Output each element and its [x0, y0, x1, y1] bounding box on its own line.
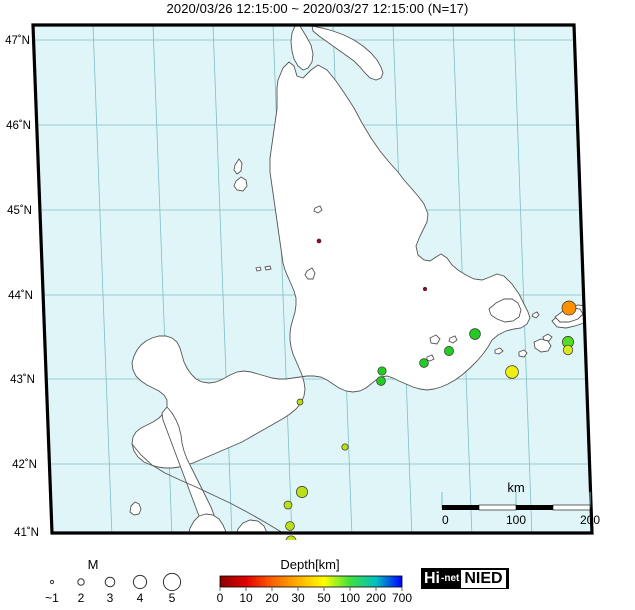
- magnitude-label: 5: [169, 591, 176, 605]
- depth-label: 20: [265, 591, 279, 605]
- pacific-coast-arc: [131, 443, 291, 533]
- oshima-peninsula: [161, 406, 218, 533]
- inland-islet-c: [429, 334, 441, 345]
- epicenter-marker[interactable]: [376, 376, 386, 386]
- depth-colorbar-gradient: [219, 575, 403, 588]
- epicenter-marker[interactable]: [296, 486, 308, 498]
- magnitude-symbol: [132, 574, 148, 590]
- epicenter-marker[interactable]: [283, 500, 293, 510]
- shiretoko-offshore-islet: [542, 333, 553, 342]
- lat-label: 45˚N: [7, 205, 32, 217]
- inland-islet-d: [448, 335, 458, 344]
- magnitude-symbol: [104, 576, 116, 588]
- northern-coast-outline: [311, 25, 384, 81]
- magnitude-label: 4: [137, 591, 144, 605]
- latitude-axis: 47˚N 46˚N 45˚N 44˚N 43˚N 42˚N 41˚N: [5, 35, 39, 539]
- depth-legend: Depth[km] 0 10 20 30 50 100 200 700: [217, 557, 413, 605]
- rebun-island: [233, 158, 243, 175]
- epicenter-marker[interactable]: [285, 521, 295, 531]
- epicenter-marker[interactable]: [469, 328, 481, 340]
- magnitude-label: 2: [78, 591, 85, 605]
- epicenter-markers[interactable]: [283, 238, 577, 540]
- small-islet-a: [531, 311, 540, 319]
- magnitude-symbol: [77, 578, 85, 586]
- depth-label: 50: [317, 591, 331, 605]
- magnitude-legend: M ~1 2 3 4 5: [45, 557, 182, 605]
- depth-legend-title: Depth[km]: [280, 557, 339, 572]
- small-islet-b: [494, 347, 504, 355]
- epicenter-marker[interactable]: [562, 344, 574, 356]
- lat-label: 42˚N: [12, 459, 37, 471]
- kunashiri-island: [488, 298, 522, 323]
- okushiri-island: [129, 501, 142, 516]
- epicenter-marker[interactable]: [561, 300, 577, 316]
- epicenter-marker[interactable]: [341, 443, 349, 451]
- epicenter-marker[interactable]: [422, 286, 428, 292]
- honshu-northern-tip: [187, 513, 228, 533]
- legend-area: M ~1 2 3 4 5 Depth[km] 0 10 20 30 50 100 200 700: [0, 540, 635, 610]
- map-frame-border: [31, 23, 594, 535]
- epicenter-marker[interactable]: [296, 398, 304, 406]
- scale-bar: km 0 100 200: [441, 480, 600, 527]
- scale-tick: 100: [506, 513, 526, 527]
- epicenter-marker[interactable]: [316, 238, 322, 244]
- lat-label: 41˚N: [14, 527, 39, 539]
- lat-label: 47˚N: [5, 35, 30, 47]
- page-title: 2020/03/26 12:15:00 ~ 2020/03/27 12:15:0…: [166, 1, 469, 16]
- magnitude-legend-symbols: ~1 2 3 4 5: [45, 572, 182, 605]
- scale-tick: 0: [442, 513, 449, 527]
- epicenter-marker[interactable]: [285, 535, 297, 540]
- scale-tick: 200: [580, 513, 600, 527]
- sakhalin-landmass: [290, 25, 314, 71]
- logo-net-text: -net: [441, 572, 460, 584]
- depth-label: 700: [392, 591, 412, 605]
- logo-hi-text: Hi: [424, 569, 440, 587]
- depth-label: 200: [366, 591, 386, 605]
- scale-bar-unit: km: [507, 480, 524, 495]
- yagishiri-island: [264, 265, 272, 271]
- depth-label: 10: [239, 591, 253, 605]
- depth-colorbar: 0 10 20 30 50 100 200 700: [217, 575, 412, 605]
- teuri-island: [255, 266, 262, 272]
- habomai-islets: [518, 349, 528, 358]
- lat-label: 43˚N: [10, 374, 35, 386]
- shikotan-island: [533, 338, 552, 353]
- logo-nied-text: NIED: [461, 569, 506, 588]
- magnitude-label: ~1: [45, 591, 59, 605]
- epicenter-marker[interactable]: [505, 365, 519, 379]
- inland-small-lake: [313, 205, 323, 214]
- seismic-map[interactable]: 47˚N 46˚N 45˚N 44˚N 43˚N 42˚N 41˚N 138˚E…: [0, 18, 635, 540]
- lat-label: 44˚N: [8, 290, 33, 302]
- magnitude-symbol: [162, 572, 182, 592]
- hinet-nied-logo: Hi -net NIED: [421, 568, 509, 589]
- magnitude-legend-title: M: [88, 557, 99, 572]
- hokkaido-landmass: [131, 61, 531, 469]
- epicenter-marker[interactable]: [444, 346, 454, 356]
- depth-label: 100: [340, 591, 360, 605]
- depth-label: 0: [217, 591, 224, 605]
- depth-label: 30: [291, 591, 305, 605]
- magnitude-label: 3: [107, 591, 114, 605]
- rishiri-island: [233, 176, 248, 192]
- epicenter-marker[interactable]: [377, 366, 387, 376]
- epicenter-marker[interactable]: [419, 358, 429, 368]
- inland-lake-shape: [304, 267, 316, 280]
- lat-label: 46˚N: [6, 120, 31, 132]
- magnitude-symbol: [49, 579, 55, 585]
